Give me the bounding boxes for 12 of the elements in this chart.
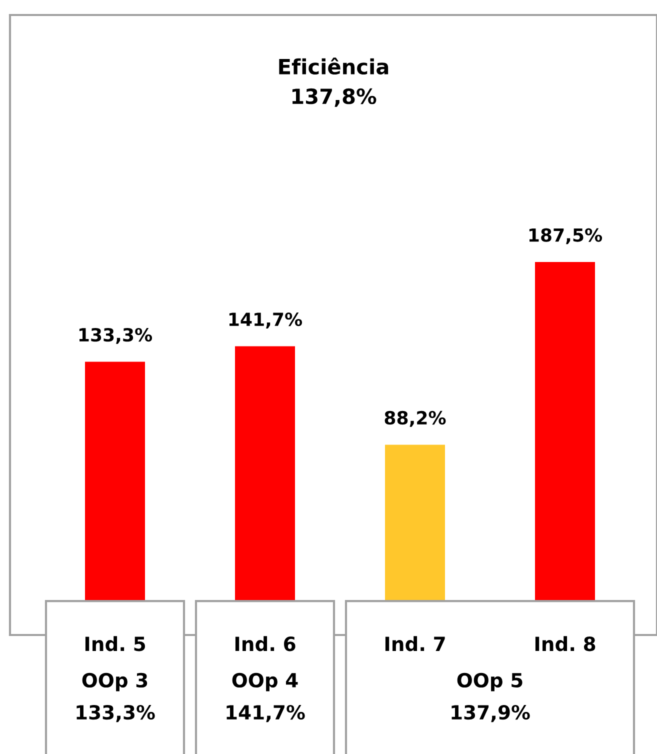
data-label: 133,3% [79, 328, 152, 344]
data-label: 141,7% [229, 312, 302, 328]
data-label: 88,2% [384, 410, 446, 427]
x-tick-label: Ind. 7 [385, 636, 445, 652]
x-tick-label: Ind. 8 [535, 636, 596, 652]
x-tick-label: Ind. 6 [235, 636, 296, 652]
chart-title: Eficiência 137,8% [279, 58, 388, 107]
data-label: 187,5% [529, 228, 602, 244]
text: OOp 3 133,3% [76, 672, 155, 722]
x-tick-label: Ind. 5 [85, 636, 145, 652]
text: OOp 5 137,9% [452, 672, 530, 722]
text: OOp 4 141,7% [226, 672, 305, 722]
